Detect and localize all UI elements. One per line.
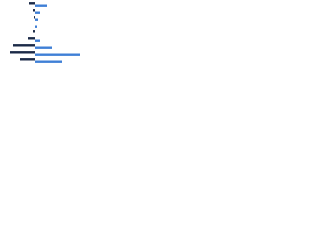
bar: [10, 51, 35, 54]
bar: [35, 4, 47, 7]
bar: [35, 60, 62, 63]
bar: [35, 53, 80, 56]
bar: [35, 18, 38, 21]
bar: [33, 9, 35, 12]
bar: [35, 11, 40, 14]
bar: [28, 37, 35, 40]
bar: [29, 2, 35, 5]
bar: [34, 16, 35, 19]
bar: [33, 30, 35, 33]
bar: [35, 39, 40, 42]
chart: [10, 2, 80, 63]
bar: [35, 25, 37, 28]
bar: [20, 58, 35, 61]
bar: [35, 46, 52, 49]
bar: [13, 44, 35, 47]
